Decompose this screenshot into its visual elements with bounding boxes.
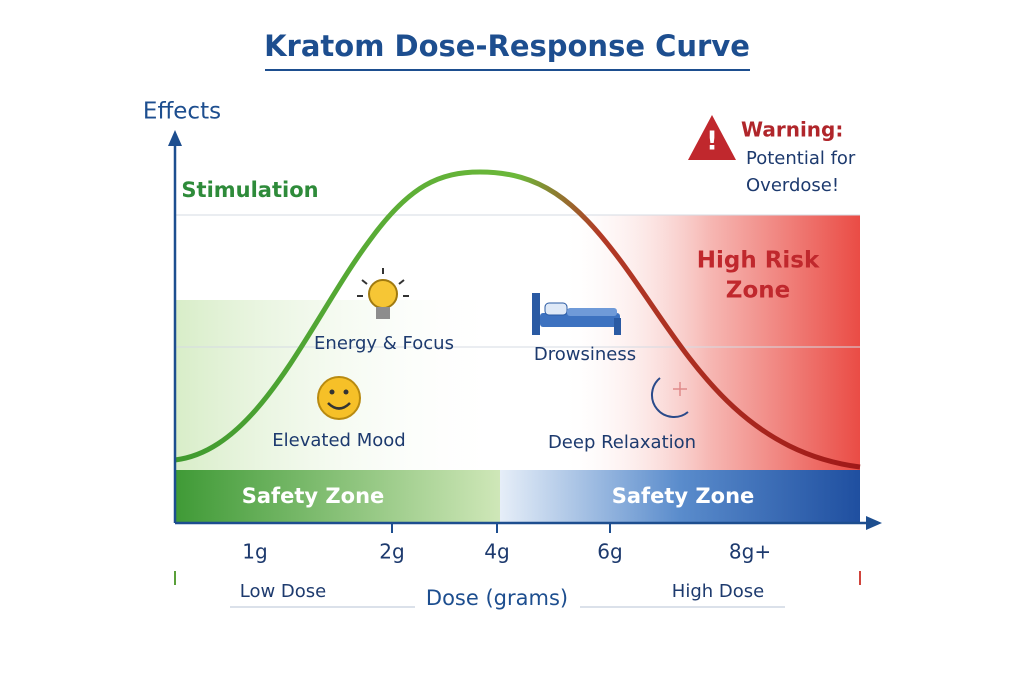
safety-zone-label: Safety Zone xyxy=(242,484,385,508)
x-tick-label: 2g xyxy=(379,540,404,564)
warning-text: Potential for xyxy=(746,148,856,169)
annotation: Energy & Focus xyxy=(314,333,454,354)
high-dose-label: High Dose xyxy=(672,581,764,602)
bed-icon xyxy=(532,293,621,335)
moon-icon xyxy=(650,377,689,419)
x-tick-label: 8g+ xyxy=(729,540,771,564)
high-risk-label: High Risk xyxy=(697,248,820,274)
warning-icon xyxy=(688,115,736,160)
high-risk-label: Zone xyxy=(726,278,790,304)
stimulation-label: Stimulation xyxy=(181,178,318,202)
safety-zone-low xyxy=(175,470,500,523)
response-curve xyxy=(174,169,861,470)
safety-zone-high xyxy=(500,470,860,523)
x-tick-label: 4g xyxy=(484,540,509,564)
bulb-icon xyxy=(357,268,409,319)
warning-heading: Warning: xyxy=(741,118,843,142)
y-axis-arrow xyxy=(168,130,182,146)
warning-icon-mark: ! xyxy=(706,127,718,157)
high-risk-area xyxy=(560,215,860,470)
y-axis-label: Effects xyxy=(143,99,221,125)
title: Kratom Dose-Response Curve xyxy=(264,29,750,63)
warning-text: Overdose! xyxy=(746,175,839,196)
x-tick-label: 1g xyxy=(242,540,267,564)
safety-zone-label: Safety Zone xyxy=(612,484,755,508)
annotation: Deep Relaxation xyxy=(548,432,696,453)
low-dose-label: Low Dose xyxy=(240,581,327,602)
x-tick-label: 6g xyxy=(597,540,622,564)
x-axis-label: Dose (grams) xyxy=(426,586,568,610)
annotation: Drowsiness xyxy=(534,344,636,365)
x-axis-arrow xyxy=(866,516,882,530)
annotation: Elevated Mood xyxy=(272,430,405,451)
smile-icon xyxy=(317,376,361,420)
